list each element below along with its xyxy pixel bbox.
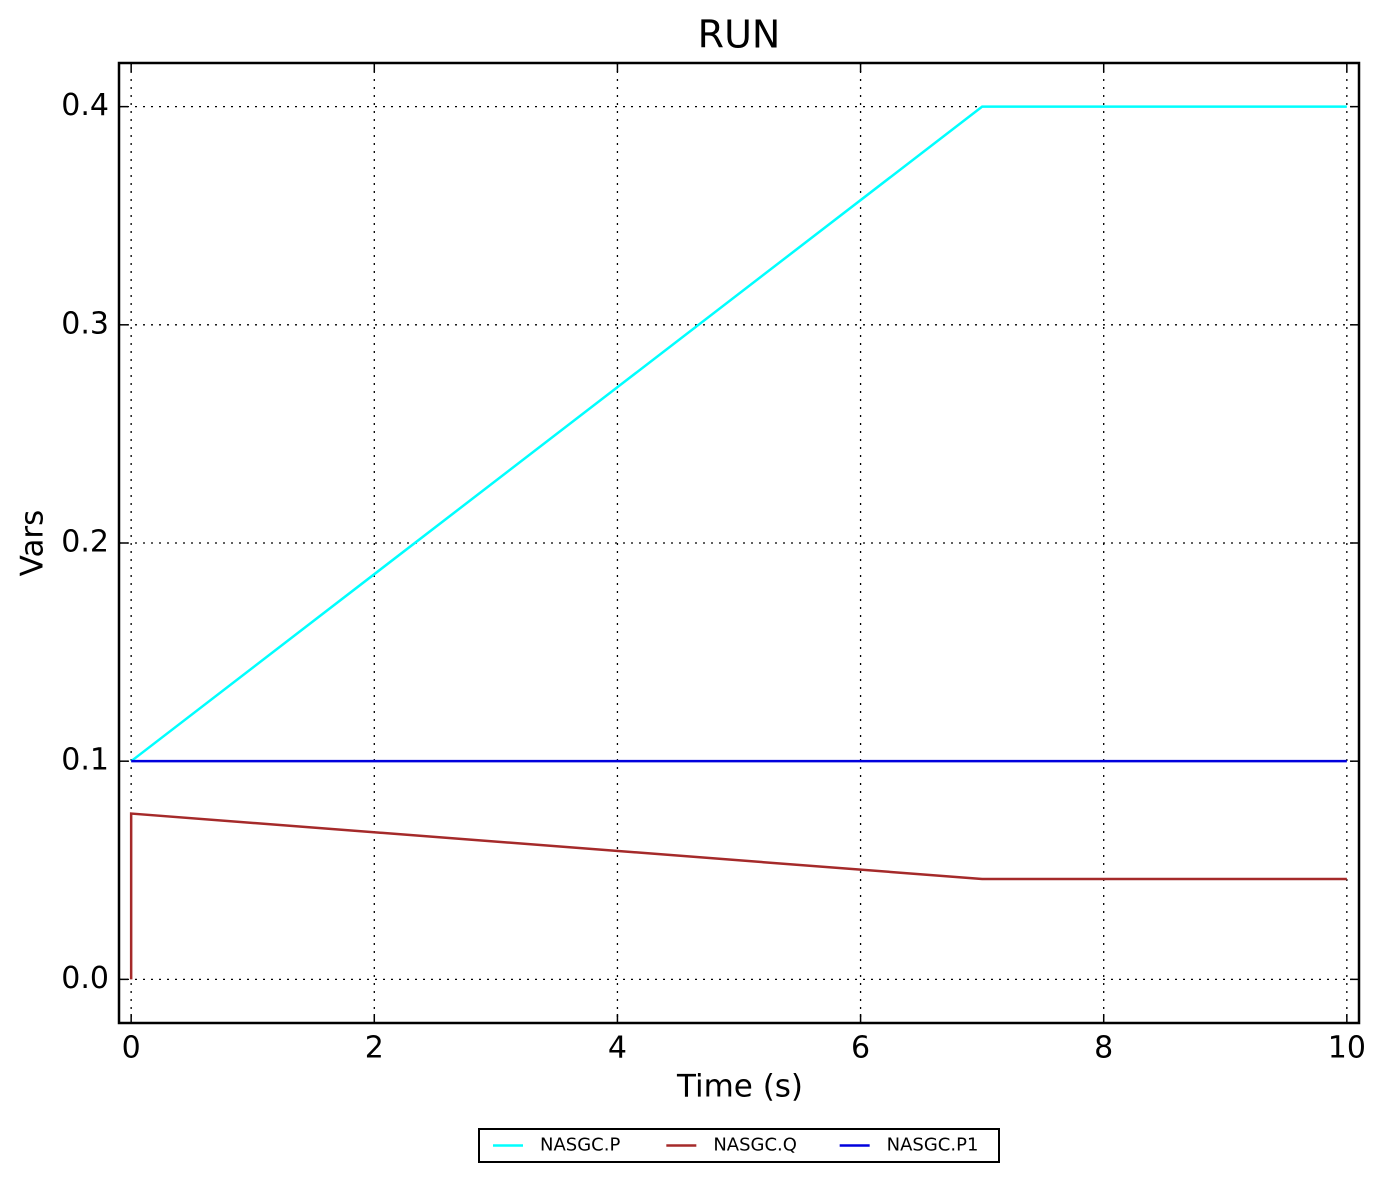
y-tick-label: 0.4 [61,88,109,123]
x-axis-label: Time (s) [676,1069,803,1105]
x-tick-label: 2 [365,1031,384,1066]
x-tick-label: 0 [122,1031,141,1066]
x-tick-label: 8 [1094,1031,1113,1066]
legend-label: NASGC.P1 [887,1135,979,1156]
chart-title: RUN [698,13,781,57]
series-line [129,812,1347,980]
x-tick-label: 10 [1328,1031,1366,1066]
y-tick-label: 0.0 [61,961,109,996]
legend-box [478,1128,1000,1163]
y-tick-label: 0.2 [61,525,109,560]
legend-label: NASGC.Q [713,1135,797,1156]
y-axis-label: Vars [15,510,51,577]
y-tick-label: 0.1 [61,743,109,778]
y-tick-label: 0.3 [61,306,109,341]
x-tick-label: 4 [608,1031,627,1066]
x-tick-label: 6 [851,1031,870,1066]
series-line [130,105,1347,763]
legend-label: NASGC.P [540,1135,620,1156]
plot-frame [117,61,1361,1025]
